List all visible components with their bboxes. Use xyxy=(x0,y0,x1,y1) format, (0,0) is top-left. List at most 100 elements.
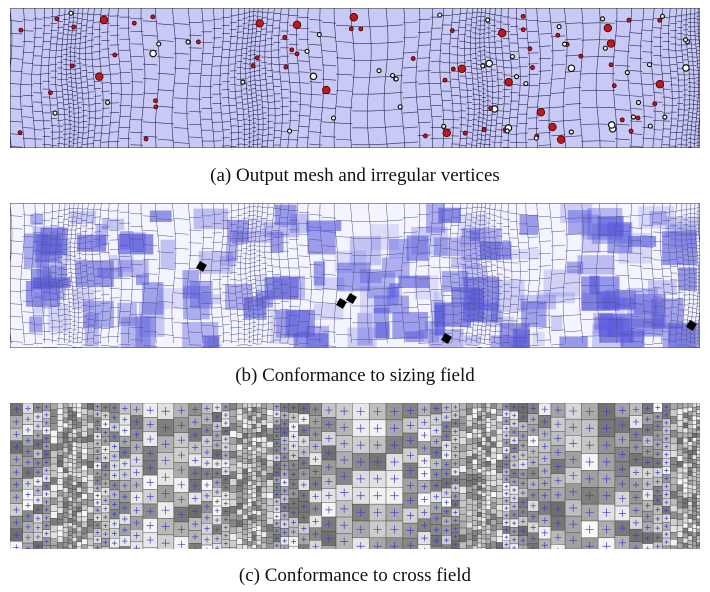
cross-cell xyxy=(261,425,267,431)
cross-cell xyxy=(486,427,491,432)
cross-cell xyxy=(261,459,267,465)
cross-cell xyxy=(63,528,68,533)
cross-cell xyxy=(82,437,88,443)
irregular-vertex xyxy=(510,55,514,59)
cross-cell xyxy=(491,453,497,459)
irregular-vertex xyxy=(394,77,398,81)
cross-cell xyxy=(82,505,88,511)
cross-cell xyxy=(267,544,273,549)
cross-cell xyxy=(491,525,497,531)
cross-cell xyxy=(248,412,252,416)
irregular-vertex xyxy=(609,122,615,128)
cross-cell xyxy=(477,543,481,547)
cross-cell xyxy=(68,437,72,441)
cross-cell xyxy=(496,428,502,434)
cross-cell xyxy=(466,439,472,445)
cross-cell xyxy=(459,521,466,528)
irregular-vertex xyxy=(53,111,57,115)
cross-cell xyxy=(496,505,502,511)
cross-cell xyxy=(482,514,486,518)
cross-cell xyxy=(482,548,486,549)
cross-cell xyxy=(82,539,88,545)
cross-cell xyxy=(472,449,477,454)
irregular-vertex xyxy=(656,80,664,88)
cross-cell xyxy=(50,518,57,525)
cross-cell xyxy=(68,544,72,548)
cross-cell xyxy=(267,493,273,499)
cross-cell xyxy=(252,514,256,518)
cross-cell xyxy=(243,479,248,484)
cross-cell xyxy=(237,432,243,438)
caption: (b) Conformance to sizing field xyxy=(0,365,710,387)
cross-cell xyxy=(261,509,267,515)
cross-cell xyxy=(243,474,248,479)
cross-cell xyxy=(72,446,76,450)
irregular-vertex xyxy=(284,65,288,69)
irregular-vertex xyxy=(241,80,245,84)
irregular-vertex xyxy=(450,29,454,33)
cross-cell xyxy=(72,533,76,537)
cross-cell xyxy=(248,533,252,537)
cross-cell xyxy=(466,451,472,457)
irregular-vertex xyxy=(625,71,629,75)
cross-cell xyxy=(482,488,486,492)
cross-cell xyxy=(230,506,237,513)
cross-cell xyxy=(256,481,261,486)
cross-cell xyxy=(496,543,502,549)
cross-cell xyxy=(459,438,466,445)
irregular-vertex xyxy=(663,115,667,119)
cross-cell xyxy=(472,525,477,530)
cross-cell xyxy=(256,491,261,496)
cross-cell xyxy=(491,436,497,442)
cross-cell xyxy=(472,439,477,444)
irregular-vertex xyxy=(601,17,605,21)
cross-cell xyxy=(252,480,256,484)
cross-cell xyxy=(68,476,72,480)
cross-cell xyxy=(82,403,88,409)
cross-cell xyxy=(256,423,261,428)
cross-cell xyxy=(68,403,72,407)
irregular-vertex xyxy=(603,46,607,50)
cross-cell xyxy=(57,496,63,502)
cross-cell xyxy=(248,416,252,420)
irregular-vertex xyxy=(629,129,633,133)
cross-cell xyxy=(243,428,248,433)
cross-cell xyxy=(68,429,72,433)
cross-cell xyxy=(68,450,72,454)
cross-cell xyxy=(68,463,72,467)
cross-cell xyxy=(50,498,57,505)
irregular-vertex xyxy=(604,24,612,32)
cross-cell xyxy=(243,545,248,549)
cross-cell xyxy=(68,523,72,527)
cross-cell xyxy=(57,432,63,438)
cross-cell xyxy=(72,516,76,520)
cross-cell xyxy=(256,442,261,447)
cross-cell xyxy=(459,479,466,486)
cross-cell xyxy=(256,447,261,452)
cross-cell xyxy=(252,403,256,407)
cross-cell xyxy=(77,443,82,448)
cross-cell xyxy=(486,505,491,510)
cross-cell xyxy=(57,519,63,525)
cross-cell xyxy=(68,459,72,463)
cross-cell xyxy=(77,492,82,497)
cross-cell xyxy=(222,548,230,550)
cross-cell xyxy=(565,548,581,549)
cross-cell xyxy=(230,465,237,472)
cross-cell xyxy=(472,469,477,474)
cross-cell xyxy=(68,548,72,549)
irregular-vertex xyxy=(150,50,156,56)
cross-cell xyxy=(68,501,72,505)
mesh-panel-a xyxy=(10,8,700,148)
cross-cell xyxy=(243,413,248,418)
cross-cell xyxy=(57,409,63,415)
cross-cell xyxy=(491,470,497,476)
sizing-cell xyxy=(203,336,219,348)
cross-cell xyxy=(491,481,497,487)
cross-cell xyxy=(261,448,267,454)
irregular-vertex xyxy=(186,40,190,44)
cross-cell xyxy=(87,442,93,448)
cross-cell xyxy=(77,487,82,492)
cross-cell xyxy=(261,437,267,443)
cross-cell xyxy=(252,424,256,428)
